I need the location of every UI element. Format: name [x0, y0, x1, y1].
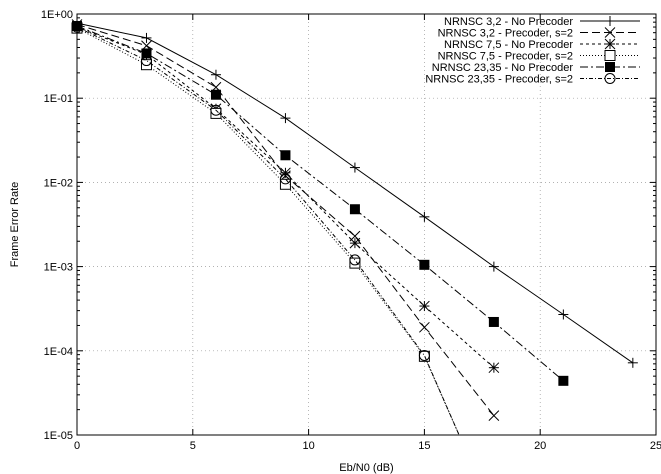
- legend-label: NRNSC 3,2 - Precoder, s=2: [438, 28, 573, 40]
- x-tick-label: 25: [650, 440, 661, 452]
- data-point: [349, 204, 360, 215]
- y-tick-label: 1E-02: [44, 177, 73, 189]
- x-tick-label: 15: [418, 440, 430, 452]
- y-tick-label: 1E-03: [44, 262, 73, 274]
- legend-label: NRNSC 23,35 - Precoder, s=2: [425, 74, 573, 86]
- x-tick-label: 20: [534, 440, 546, 452]
- legend-label: NRNSC 3,2 - No Precoder: [444, 16, 573, 28]
- legend-item: NRNSC 7,5 - No Precoder: [444, 38, 640, 51]
- legend-label: NRNSC 7,5 - No Precoder: [444, 39, 573, 51]
- data-point: [604, 27, 616, 38]
- data-point: [349, 237, 361, 249]
- data-point: [605, 62, 615, 72]
- x-tick-label: 5: [190, 440, 196, 452]
- data-point: [419, 321, 430, 333]
- data-point: [210, 69, 221, 80]
- x-tick-label: 0: [74, 440, 80, 452]
- data-point: [419, 211, 430, 222]
- data-point: [604, 50, 616, 61]
- y-tick-label: 1E-05: [44, 430, 73, 442]
- data-point: [418, 349, 430, 361]
- series-line: [76, 26, 460, 436]
- y-tick-label: 1E+00: [41, 9, 73, 21]
- data-point: [280, 113, 291, 124]
- x-tick-label: 10: [302, 440, 314, 452]
- legend-item: NRNSC 7,5 - Precoder, s=2: [438, 50, 640, 63]
- series-4: [71, 22, 460, 436]
- data-point: [418, 350, 430, 362]
- data-point: [349, 162, 360, 173]
- y-tick-label: 1E-01: [44, 93, 73, 105]
- data-point: [280, 167, 291, 179]
- series-1: [72, 18, 638, 368]
- data-point: [141, 48, 152, 59]
- ticks: 0 5 10 15 20 25 1E+00 1E-01 1E-02 1E-03 1E-04 1E-05: [41, 9, 661, 452]
- series-line: [76, 27, 460, 436]
- y-tick-label: 1E-04: [44, 346, 73, 358]
- data-point: [349, 254, 361, 266]
- data-point: [210, 104, 222, 116]
- grid: [77, 14, 656, 435]
- legend-item: NRNSC 23,35 - Precoder, s=2: [425, 73, 640, 86]
- data-point: [558, 309, 569, 320]
- data-point: [604, 73, 616, 84]
- plot-frame: [76, 13, 657, 436]
- data-point: [140, 55, 152, 67]
- data-point: [280, 150, 291, 161]
- data-point: [488, 261, 499, 272]
- series-6: [71, 21, 460, 436]
- data-point: [141, 32, 152, 43]
- data-point: [488, 316, 499, 327]
- data-point: [627, 357, 638, 368]
- legend-label: NRNSC 7,5 - Precoder, s=2: [438, 51, 573, 63]
- legend-item: NRNSC 3,2 - Precoder, s=2: [438, 27, 640, 40]
- legend-label: NRNSC 23,35 - No Precoder: [432, 62, 574, 74]
- data-point: [605, 16, 615, 26]
- y-axis-label: Frame Error Rate: [9, 182, 21, 268]
- data-point: [558, 375, 569, 386]
- data-point: [210, 107, 222, 119]
- legend-item: NRNSC 3,2 - No Precoder: [444, 16, 640, 28]
- data-point: [210, 89, 221, 100]
- legend-item: NRNSC 23,35 - No Precoder: [432, 62, 640, 74]
- data-point: [349, 257, 361, 269]
- data-point: [488, 410, 500, 421]
- data-point: [488, 362, 500, 374]
- series-line: [76, 25, 564, 382]
- data-point: [140, 59, 152, 71]
- data-point: [279, 173, 291, 185]
- data-point: [419, 259, 430, 270]
- data-point: [419, 300, 430, 312]
- data-point: [604, 38, 616, 50]
- x-axis-label: Eb/N0 (dB): [339, 462, 393, 474]
